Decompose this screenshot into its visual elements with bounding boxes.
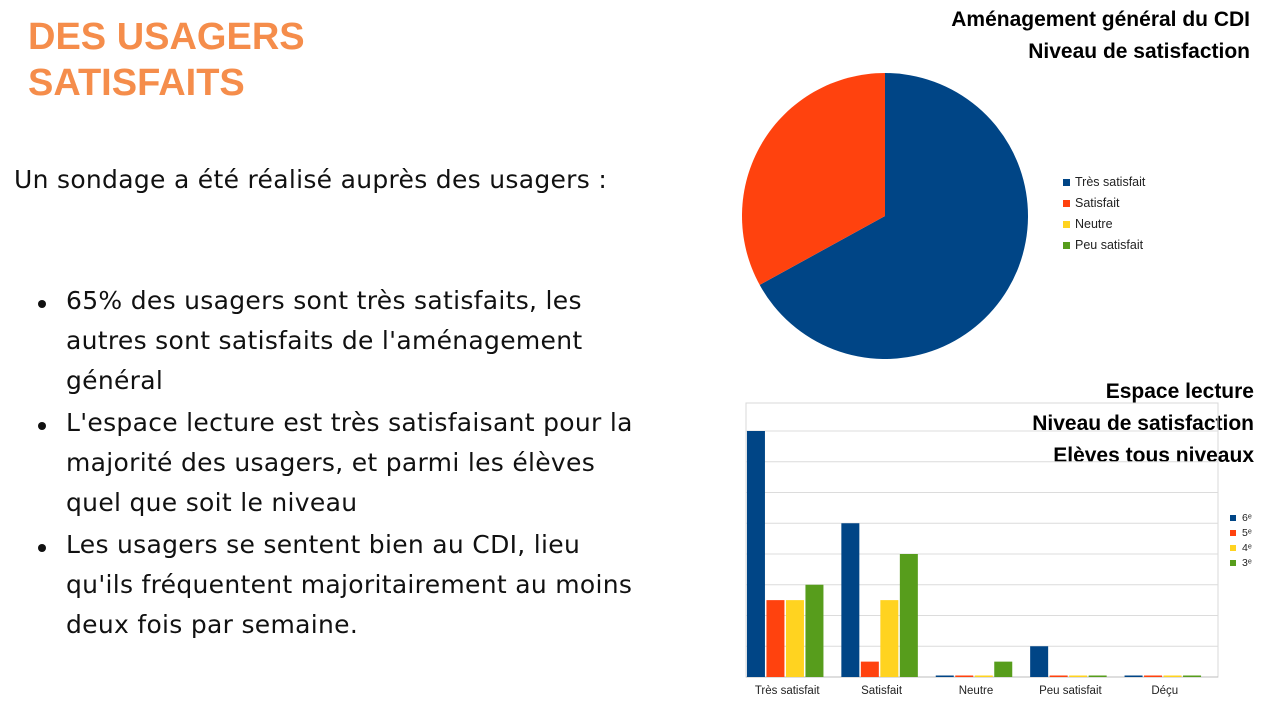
bullet-item: Les usagers se sentent bien au CDI, lieu… bbox=[14, 525, 654, 645]
bar-legend-label: 3ᵉ bbox=[1242, 557, 1252, 569]
bar bbox=[841, 523, 860, 677]
bar-legend-label: 6ᵉ bbox=[1242, 512, 1252, 524]
bar bbox=[805, 584, 824, 677]
pie-legend-swatch bbox=[1063, 242, 1070, 249]
bar bbox=[1069, 675, 1088, 677]
bar bbox=[746, 431, 765, 677]
bullet-item: L'espace lecture est très satisfaisant p… bbox=[14, 403, 654, 523]
bar bbox=[1124, 675, 1143, 677]
bar-legend-swatch bbox=[1230, 545, 1236, 551]
pie-legend-label: Très satisfait bbox=[1075, 175, 1146, 189]
bar bbox=[1144, 675, 1163, 677]
pie-slice bbox=[759, 73, 1028, 360]
bar bbox=[785, 600, 804, 677]
slide-title: DES USAGERS SATISFAITS bbox=[28, 14, 305, 106]
bullet-list: 65% des usagers sont très satisfaits, le… bbox=[14, 281, 654, 647]
pie-legend-swatch bbox=[1063, 221, 1070, 228]
pie-legend-swatch bbox=[1063, 200, 1070, 207]
x-tick-label: Neutre bbox=[959, 685, 994, 697]
x-tick-label: Peu satisfait bbox=[1039, 685, 1102, 697]
bar bbox=[880, 600, 899, 677]
pie-chart-title-line1: Aménagement général du CDI bbox=[951, 8, 1250, 31]
pie-chart-title: Aménagement général du CDI Niveau de sat… bbox=[951, 4, 1250, 68]
bar-chart-title-line1: Espace lecture bbox=[1105, 380, 1254, 403]
bar-chart-title-line2: Niveau de satisfaction bbox=[1032, 412, 1254, 435]
bar bbox=[899, 554, 918, 677]
bar-legend-swatch bbox=[1230, 530, 1236, 536]
bar-legend-swatch bbox=[1230, 560, 1236, 566]
bar bbox=[955, 675, 974, 677]
intro-text: Un sondage a été réalisé auprès des usag… bbox=[14, 165, 608, 194]
bar bbox=[1088, 675, 1107, 677]
pie-legend-label: Neutre bbox=[1075, 217, 1113, 231]
pie-slice bbox=[742, 73, 885, 285]
x-tick-label: Très satisfait bbox=[755, 685, 821, 697]
pie-chart-title-line2: Niveau de satisfaction bbox=[1028, 40, 1250, 63]
bar-legend-swatch bbox=[1230, 515, 1236, 521]
slide-title-line1: DES USAGERS bbox=[28, 16, 305, 58]
bar bbox=[974, 675, 993, 677]
bar-legend-label: 5ᵉ bbox=[1242, 527, 1252, 539]
pie-legend-label: Satisfait bbox=[1075, 196, 1120, 210]
bar bbox=[860, 661, 879, 677]
bar bbox=[766, 600, 785, 677]
slide-title-line2: SATISFAITS bbox=[28, 62, 245, 104]
pie-legend-label: Peu satisfait bbox=[1075, 238, 1144, 252]
bar bbox=[1049, 675, 1068, 677]
bullet-item: 65% des usagers sont très satisfaits, le… bbox=[14, 281, 654, 401]
bar bbox=[1183, 675, 1202, 677]
pie-legend-swatch bbox=[1063, 179, 1070, 186]
bar bbox=[1163, 675, 1182, 677]
bar bbox=[935, 675, 954, 677]
bar bbox=[994, 661, 1013, 677]
bar bbox=[1030, 646, 1049, 677]
x-tick-label: Déçu bbox=[1151, 685, 1178, 697]
x-tick-label: Satisfait bbox=[861, 685, 903, 697]
bar-legend-label: 4ᵉ bbox=[1242, 542, 1252, 554]
